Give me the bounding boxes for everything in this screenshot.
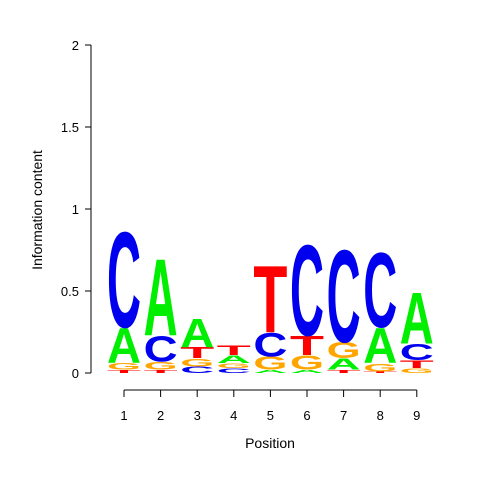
letter-C-pos-1: C [107, 203, 141, 357]
letter-G-pos-9: G [400, 367, 434, 375]
x-tick-label: 3 [194, 408, 201, 423]
letter-A-pos-8: A [363, 319, 397, 375]
letter-A-pos-5: A [253, 369, 287, 374]
x-tick-label: 1 [120, 408, 127, 423]
letter-T-pos-4: T [217, 342, 251, 358]
y-tick-label: 1.5 [61, 120, 79, 135]
letter-G-pos-6: G [290, 352, 324, 375]
x-tick-label: 8 [377, 408, 384, 423]
letter-C-pos-4: C [217, 367, 251, 375]
x-tick-label: 5 [267, 408, 274, 423]
y-tick-label: 0.5 [61, 284, 79, 299]
letter-C-pos-5: C [253, 326, 287, 364]
y-tick-label: 1 [72, 202, 79, 217]
letter-A-pos-2: A [144, 237, 178, 359]
y-tick-label: 0 [72, 366, 79, 381]
letter-C-pos-2: C [144, 329, 178, 370]
y-tick-label: 2 [72, 38, 79, 53]
letter-T-pos-9: T [400, 358, 435, 371]
letter-A-pos-6: A [290, 369, 324, 374]
letter-G-pos-7: G [327, 338, 361, 363]
letter-G-pos-2: G [144, 359, 178, 372]
letter-C-pos-6: C [290, 218, 324, 363]
letter-T-pos-3: T [180, 344, 214, 362]
letter-G-pos-4: G [217, 362, 251, 370]
letter-T-pos-2: T [144, 369, 178, 374]
letter-T-pos-1: T [107, 369, 141, 374]
letter-T-pos-5: T [253, 245, 287, 353]
letter-C-pos-9: C [400, 340, 434, 365]
letter-C-pos-8: C [363, 230, 397, 350]
letter-A-pos-3: A [180, 311, 214, 357]
letter-A-pos-1: A [107, 319, 141, 375]
letter-C-pos-3: C [180, 365, 214, 375]
x-axis-title: Position [245, 435, 295, 451]
letter-C-pos-7: C [327, 223, 361, 371]
letter-T-pos-8: T [363, 371, 397, 374]
x-tick-label: 2 [157, 408, 164, 423]
letter-T-pos-6: T [290, 331, 324, 362]
letter-G-pos-5: G [253, 354, 287, 374]
letter-A-pos-9: A [400, 278, 434, 360]
x-tick-label: 7 [340, 408, 347, 423]
letter-T-pos-7: T [327, 369, 361, 374]
letter-G-pos-8: G [363, 361, 397, 374]
y-axis: 0 0.5 1 1.5 2 [61, 38, 92, 381]
x-tick-label: 9 [413, 408, 420, 423]
y-axis-title: Information content [29, 150, 45, 270]
x-axis: 1 2 3 4 5 6 7 8 9 [120, 389, 420, 423]
x-tick-label: 6 [303, 408, 310, 423]
x-tick-label: 4 [230, 408, 237, 423]
letter-A-pos-4: A [217, 353, 251, 366]
letter-G-pos-3: G [180, 356, 214, 369]
letter-A-pos-7: A [327, 356, 361, 374]
letter-G-pos-1: G [107, 361, 141, 371]
